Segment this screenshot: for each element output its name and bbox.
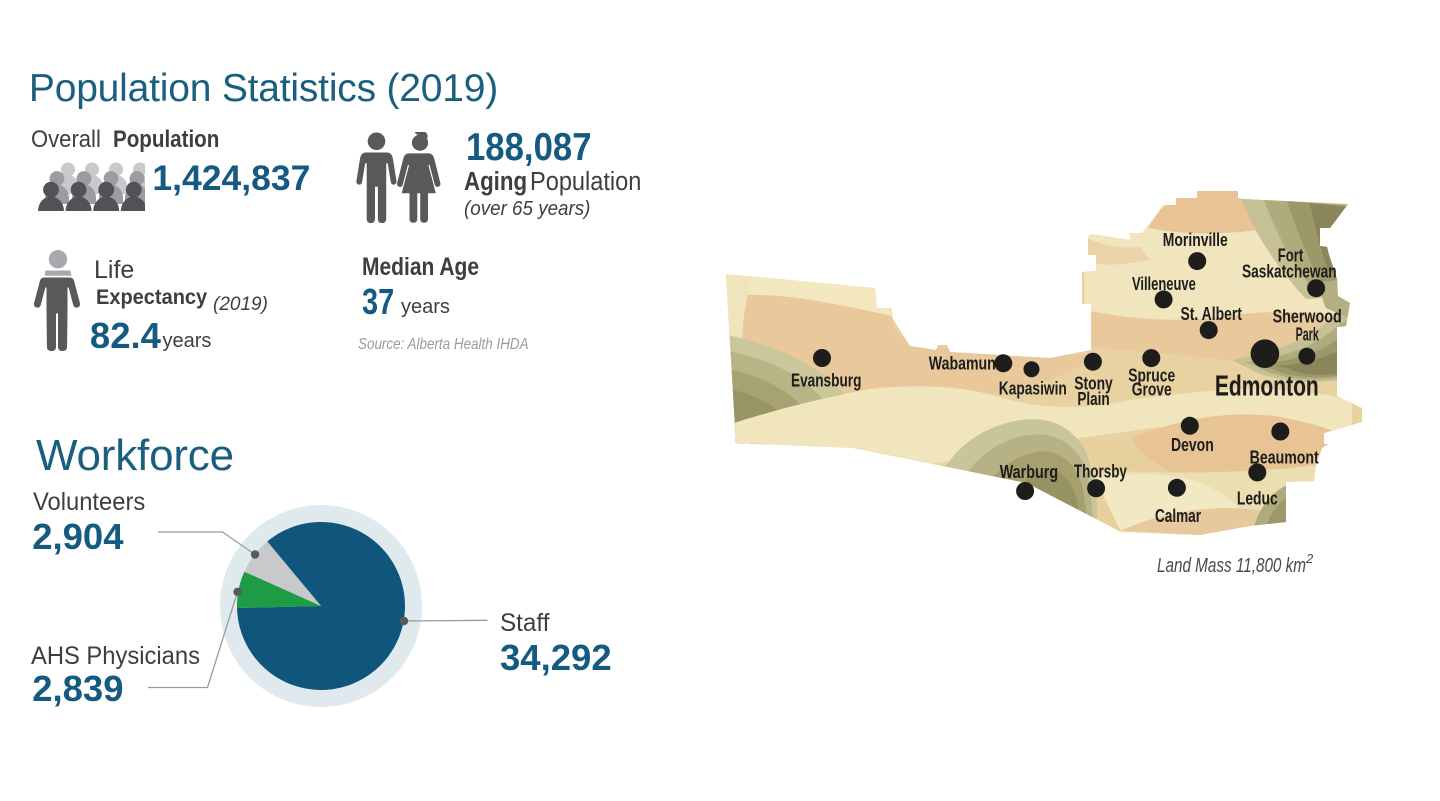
svg-text:2: 2 <box>1305 551 1314 566</box>
svg-text:Villeneuve: Villeneuve <box>1132 273 1196 294</box>
svg-text:St. Albert: St. Albert <box>1181 303 1242 324</box>
svg-text:Land Mass 11,800 km: Land Mass 11,800 km <box>1157 554 1306 577</box>
svg-text:Calmar: Calmar <box>1155 505 1201 526</box>
svg-text:Grove: Grove <box>1132 379 1172 400</box>
svg-text:Wabamun: Wabamun <box>929 353 996 374</box>
svg-text:Spruce: Spruce <box>1128 365 1175 386</box>
svg-text:Stony: Stony <box>1074 372 1113 393</box>
svg-text:Fort: Fort <box>1278 244 1304 265</box>
svg-text:Leduc: Leduc <box>1237 487 1278 508</box>
svg-text:Saskatchewan: Saskatchewan <box>1242 261 1337 282</box>
svg-text:Beaumont: Beaumont <box>1250 446 1319 467</box>
svg-text:Edmonton: Edmonton <box>1215 371 1319 403</box>
svg-text:Morinville: Morinville <box>1163 229 1228 250</box>
svg-text:Devon: Devon <box>1171 434 1214 455</box>
svg-text:Warburg: Warburg <box>1000 461 1058 482</box>
svg-text:Evansburg: Evansburg <box>791 370 861 391</box>
svg-text:Park: Park <box>1296 324 1320 345</box>
svg-text:Kapasiwin: Kapasiwin <box>999 378 1067 399</box>
svg-text:Sherwood: Sherwood <box>1273 306 1342 327</box>
svg-text:Plain: Plain <box>1077 388 1109 409</box>
svg-text:Thorsby: Thorsby <box>1074 461 1128 482</box>
